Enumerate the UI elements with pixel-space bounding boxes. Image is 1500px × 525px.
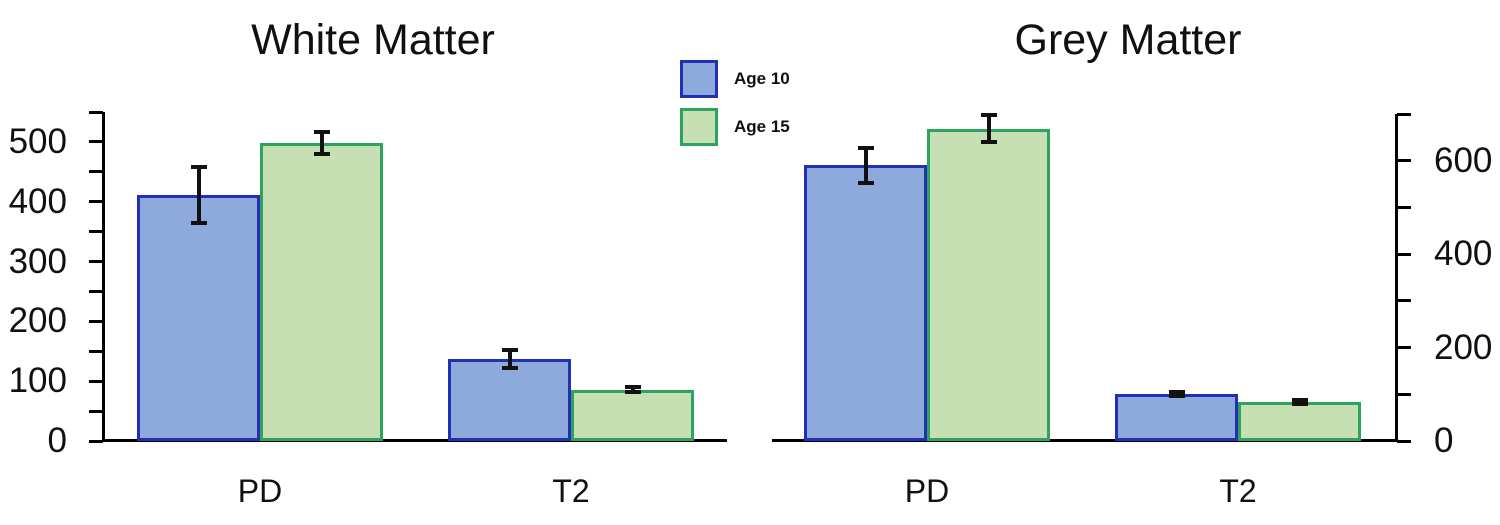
y-tick-label: 0 [1434,421,1454,460]
error-bar-line [507,350,512,368]
legend-label-age15: Age 15 [734,117,790,136]
legend-swatch-age10-icon [680,60,718,98]
error-bar-line [986,115,991,143]
error-bar-cap-top [190,165,207,170]
error-bar-cap-bottom [190,221,207,226]
y-tick [1397,346,1411,350]
y-tick [89,319,103,323]
bar-age10-pd [137,195,260,441]
y-tick [1397,299,1411,303]
error-bar-cap-bottom [980,140,997,145]
y-tick-label: 300 [8,241,67,281]
y-tick [1397,159,1411,163]
y-tick [89,200,103,204]
chart-title-grey-matter: Grey Matter [1014,16,1242,64]
bar-age10-t2 [448,359,571,441]
y-tick [89,260,103,264]
y-tick [89,170,103,174]
legend-label-age10: Age 10 [734,69,790,88]
y-tick [1397,252,1411,256]
y-axis-line [102,112,105,441]
y-tick [1397,112,1411,116]
legend-item-age10: Age 10 [680,60,790,98]
y-tick-label: 400 [8,181,67,221]
x-axis-line [772,439,1398,442]
error-bar-line [863,148,868,183]
x-category-label-t2: T2 [1219,473,1257,509]
y-tick [89,349,103,353]
bar-age15-t2 [571,389,694,441]
legend-swatch-age15-icon [680,108,718,146]
error-bar-cap-bottom [857,180,874,185]
y-tick [1397,205,1411,209]
x-category-label-pd: PD [904,473,950,509]
y-tick [89,110,103,114]
y-tick [89,140,103,144]
error-bar-cap-bottom [501,366,518,371]
error-bar-cap-bottom [1291,402,1308,407]
y-tick-label: 500 [8,121,67,161]
error-bar-cap-top [857,146,874,151]
error-bar-line [196,167,201,224]
error-bar-cap-bottom [624,389,641,394]
y-tick [89,230,103,234]
error-bar-cap-bottom [313,152,330,157]
y-tick-label: 200 [1434,327,1493,367]
error-bar-cap-top [1168,389,1185,394]
error-bar-cap-top [980,113,997,118]
error-bar-cap-top [624,385,641,390]
y-tick-label: 100 [8,361,67,401]
y-tick [89,289,103,293]
y-tick [1397,439,1411,443]
bar-age10-pd [804,165,927,441]
y-tick-label: 400 [1434,234,1493,274]
y-tick [89,379,103,383]
x-axis-line [103,439,727,442]
y-tick [1397,392,1411,396]
error-bar-line [319,131,324,155]
y-axis-line [1395,114,1398,441]
y-tick [89,439,103,443]
legend: Age 10 Age 15 [680,60,790,156]
x-category-label-pd: PD [237,473,283,509]
bar-age15-pd [260,143,383,441]
error-bar-line [630,387,635,392]
y-tick-label: 600 [1434,140,1493,180]
bar-age15-t2 [1238,402,1361,441]
y-tick-label: 0 [47,421,67,460]
bar-age10-t2 [1115,393,1238,441]
x-category-label-t2: T2 [552,473,590,509]
error-bar-cap-top [1291,398,1308,403]
error-bar-cap-bottom [1168,393,1185,398]
y-tick-label: 200 [8,301,67,341]
error-bar-cap-top [501,348,518,353]
chart-title-white-matter: White Matter [251,16,495,64]
error-bar-cap-top [313,129,330,134]
bar-age15-pd [927,128,1050,441]
legend-item-age15: Age 15 [680,108,790,146]
y-tick [89,409,103,413]
